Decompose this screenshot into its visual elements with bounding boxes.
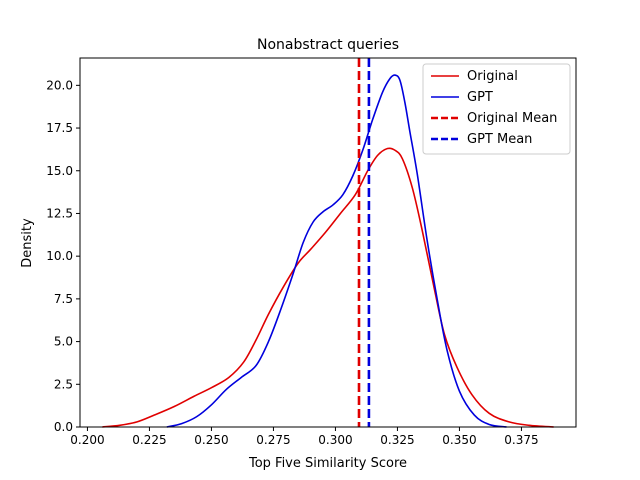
y-tick-label: 2.5 xyxy=(54,377,73,391)
x-axis: 0.200 0.225 0.250 0.275 0.300 0.325 0.350 0.375 xyxy=(70,427,539,447)
x-tick-label: 0.300 xyxy=(318,433,352,447)
x-tick-label: 0.200 xyxy=(70,433,104,447)
y-tick-label: 10.0 xyxy=(46,249,73,263)
legend-label: GPT Mean xyxy=(467,132,532,147)
x-tick-label: 0.350 xyxy=(442,433,476,447)
legend: Original GPT Original Mean GPT Mean xyxy=(422,63,571,155)
y-tick-label: 7.5 xyxy=(54,292,73,306)
x-axis-label: Top Five Similarity Score xyxy=(248,456,407,471)
y-tick-label: 5.0 xyxy=(54,335,73,349)
y-axis: 0.0 2.5 5.0 7.5 10.0 12.5 15.0 17.5 20.0 xyxy=(46,78,80,434)
legend-label: GPT xyxy=(467,90,493,105)
y-tick-label: 0.0 xyxy=(54,420,73,434)
plot-area-frame xyxy=(79,57,577,428)
y-tick-label: 12.5 xyxy=(46,206,73,220)
x-tick-label: 0.325 xyxy=(380,433,414,447)
y-tick-label: 15.0 xyxy=(46,164,73,178)
chart-title: Nonabstract queries xyxy=(257,37,399,53)
y-tick-label: 20.0 xyxy=(46,78,73,92)
legend-label: Original xyxy=(467,69,518,84)
x-tick-label: 0.250 xyxy=(194,433,228,447)
y-tick-label: 17.5 xyxy=(46,121,73,135)
x-tick-label: 0.375 xyxy=(504,433,538,447)
legend-box xyxy=(422,63,571,155)
series-line-original xyxy=(102,147,554,428)
x-tick-label: 0.225 xyxy=(132,433,166,447)
x-tick-label: 0.275 xyxy=(256,433,290,447)
mean-lines-layer xyxy=(357,58,371,427)
legend-label: Original Mean xyxy=(467,111,557,126)
y-axis-label: Density xyxy=(20,218,35,268)
